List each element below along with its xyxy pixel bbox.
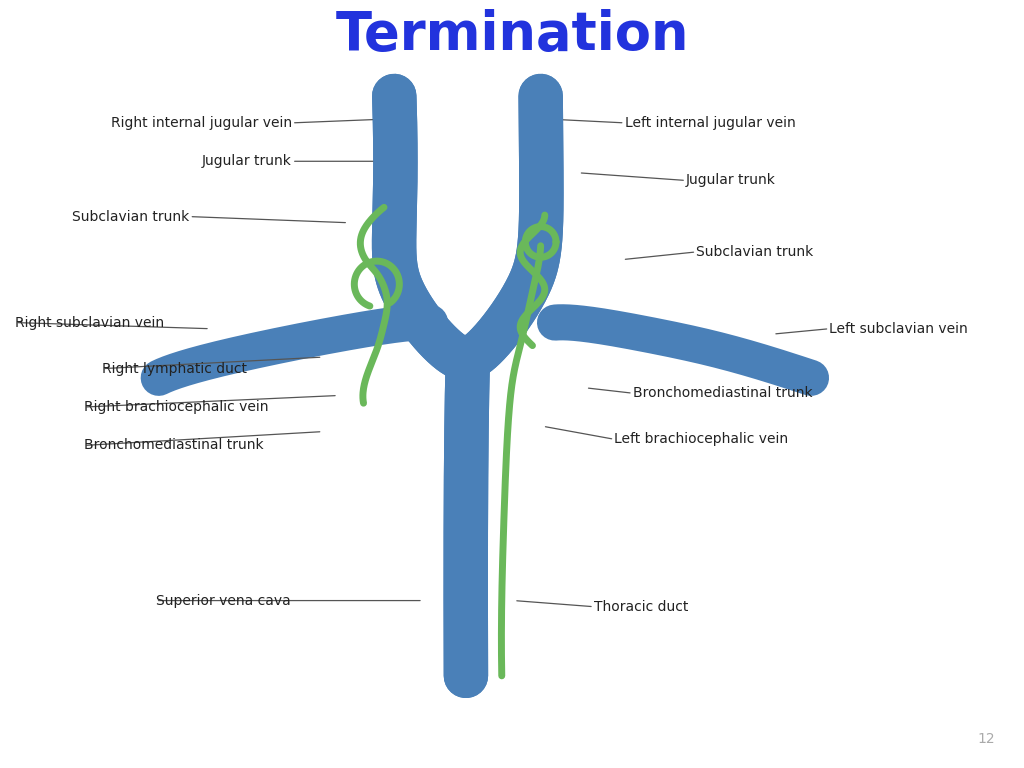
Text: Termination: Termination [335,8,689,61]
Text: Jugular trunk: Jugular trunk [202,154,292,168]
Text: Bronchomediastinal trunk: Bronchomediastinal trunk [84,439,263,452]
Text: Right internal jugular vein: Right internal jugular vein [111,116,292,130]
Text: Subclavian trunk: Subclavian trunk [72,210,189,223]
Text: Thoracic duct: Thoracic duct [594,600,688,614]
Text: 12: 12 [978,733,995,746]
Text: Jugular trunk: Jugular trunk [686,174,776,187]
Text: Right brachiocephalic vein: Right brachiocephalic vein [84,400,268,414]
Text: Left subclavian vein: Left subclavian vein [829,322,968,336]
Text: Left brachiocephalic vein: Left brachiocephalic vein [614,432,788,446]
Text: Bronchomediastinal trunk: Bronchomediastinal trunk [633,386,812,400]
Text: Left internal jugular vein: Left internal jugular vein [625,116,796,130]
Text: Subclavian trunk: Subclavian trunk [696,245,814,259]
Text: Right subclavian vein: Right subclavian vein [15,316,165,329]
Text: Superior vena cava: Superior vena cava [156,594,291,607]
Text: Right lymphatic duct: Right lymphatic duct [102,362,248,376]
